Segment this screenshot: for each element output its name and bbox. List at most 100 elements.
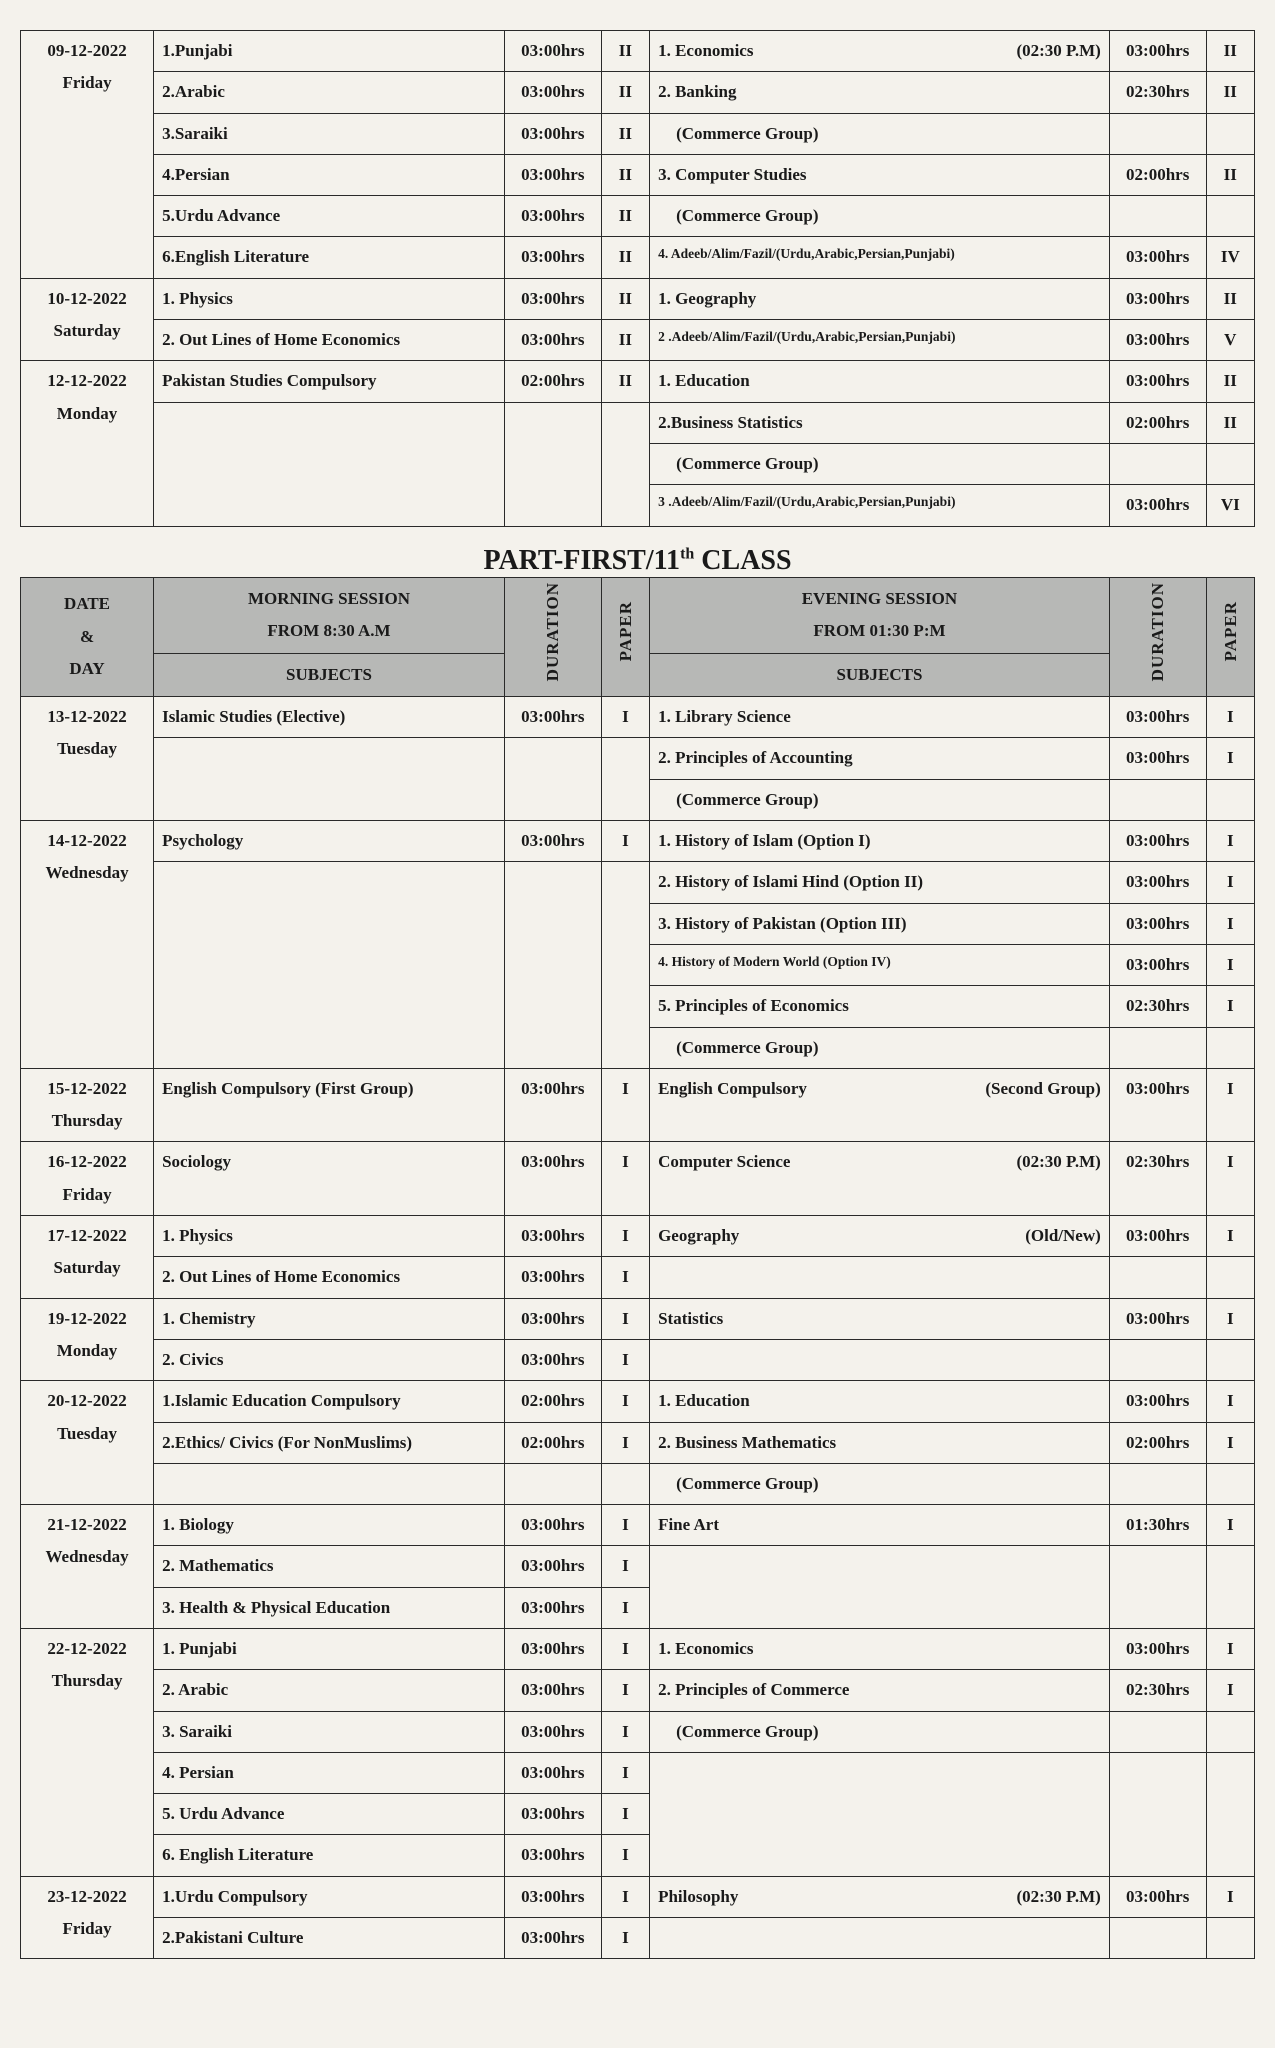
morning-subject: 5.Urdu Advance — [154, 196, 505, 237]
morning-paper: I — [601, 1876, 649, 1917]
morning-subject: 4.Persian — [154, 154, 505, 195]
morning-paper: II — [601, 320, 649, 361]
schedule-row: 17-12-2022Saturday1. Physics03:00hrsIGeo… — [21, 1216, 1255, 1257]
evening-subject: Statistics — [650, 1298, 1110, 1339]
morning-subject: Islamic Studies (Elective) — [154, 697, 505, 738]
subject-line: 2. Principles of Commerce — [658, 1674, 1101, 1706]
evening-paper: I — [1206, 1068, 1254, 1142]
morning-subject — [154, 1463, 505, 1504]
date-cell: 20-12-2022Tuesday — [21, 1381, 154, 1505]
subject-line: 2. Principles of Accounting — [658, 742, 1101, 774]
evening-subject: English Compulsory(Second Group) — [650, 1068, 1110, 1142]
morning-paper: I — [601, 1587, 649, 1628]
morning-subject: 1.Urdu Compulsory — [154, 1876, 505, 1917]
morning-subject: Pakistan Studies Compulsory — [154, 361, 505, 402]
morning-subject: Psychology — [154, 821, 505, 862]
evening-subject: Fine Art — [650, 1505, 1110, 1546]
subject-line: 2 .Adeeb/Alim/Fazil/(Urdu,Arabic,Persian… — [658, 324, 1101, 350]
morning-duration: 03:00hrs — [504, 1794, 601, 1835]
morning-paper — [601, 402, 649, 526]
morning-paper — [601, 862, 649, 1068]
schedule-row: 20-12-2022Tuesday1.Islamic Education Com… — [21, 1381, 1255, 1422]
evening-duration — [1109, 113, 1206, 154]
evening-duration: 03:00hrs — [1109, 821, 1206, 862]
subject-line: 2. Business Mathematics — [658, 1427, 1101, 1459]
morning-paper: I — [601, 1257, 649, 1298]
evening-subject: 5. Principles of Economics — [650, 986, 1110, 1027]
morning-duration: 03:00hrs — [504, 1339, 601, 1380]
schedule-row: 2. Principles of Accounting03:00hrsI — [21, 738, 1255, 779]
section-title-main: PART-FIRST/11 — [483, 545, 680, 576]
date-cell: 09-12-2022Friday — [21, 31, 154, 279]
morning-subject: 2.Pakistani Culture — [154, 1918, 505, 1959]
morning-duration: 03:00hrs — [504, 1587, 601, 1628]
evening-paper: I — [1206, 1142, 1254, 1216]
evening-subject: Computer Science(02:30 P.M) — [650, 1142, 1110, 1216]
subject-line: 1. Physics — [162, 283, 496, 315]
evening-subject: Philosophy(02:30 P.M) — [650, 1876, 1110, 1917]
morning-duration: 03:00hrs — [504, 1752, 601, 1793]
schedule-row: 12-12-2022MondayPakistan Studies Compuls… — [21, 361, 1255, 402]
date-cell: 15-12-2022Thursday — [21, 1068, 154, 1142]
evening-paper: I — [1206, 1298, 1254, 1339]
morning-subject: 4. Persian — [154, 1752, 505, 1793]
evening-subject: 1. Education — [650, 361, 1110, 402]
morning-subject: 6. English Literature — [154, 1835, 505, 1876]
evening-paper: I — [1206, 697, 1254, 738]
subject-line: Geography(Old/New) — [658, 1220, 1101, 1252]
morning-subject — [154, 402, 505, 526]
subject-line: Statistics — [658, 1303, 1101, 1335]
evening-duration — [1109, 196, 1206, 237]
subject-line: 3 .Adeeb/Alim/Fazil/(Urdu,Arabic,Persian… — [658, 489, 1101, 515]
evening-subject — [650, 1339, 1110, 1380]
evening-subject: (Commerce Group) — [650, 113, 1110, 154]
evening-paper: I — [1206, 986, 1254, 1027]
evening-subject: Geography(Old/New) — [650, 1216, 1110, 1257]
morning-subject: 1. Chemistry — [154, 1298, 505, 1339]
schedule-row: 2. Arabic03:00hrsI2. Principles of Comme… — [21, 1670, 1255, 1711]
schedule-row: 2.Pakistani Culture03:00hrsI — [21, 1918, 1255, 1959]
morning-paper: I — [601, 1794, 649, 1835]
morning-paper: II — [601, 154, 649, 195]
schedule-row: 16-12-2022FridaySociology03:00hrsIComput… — [21, 1142, 1255, 1216]
subject-line: 1.Urdu Compulsory — [162, 1881, 496, 1913]
subject-line: 6.English Literature — [162, 241, 496, 273]
subject-line: 1. Library Science — [658, 701, 1101, 733]
evening-paper: I — [1206, 1876, 1254, 1917]
morning-duration: 03:00hrs — [504, 1505, 601, 1546]
morning-subject: 3. Health & Physical Education — [154, 1587, 505, 1628]
evening-paper: II — [1206, 361, 1254, 402]
evening-duration: 03:00hrs — [1109, 1629, 1206, 1670]
evening-subject: 2. Banking — [650, 72, 1110, 113]
evening-paper: V — [1206, 320, 1254, 361]
evening-duration: 03:00hrs — [1109, 903, 1206, 944]
schedule-row: 2. Civics03:00hrsI — [21, 1339, 1255, 1380]
evening-paper: I — [1206, 1629, 1254, 1670]
morning-duration: 02:00hrs — [504, 361, 601, 402]
evening-subject: (Commerce Group) — [650, 779, 1110, 820]
evening-paper: VI — [1206, 485, 1254, 526]
evening-paper — [1206, 1752, 1254, 1876]
evening-subject: 3. Computer Studies — [650, 154, 1110, 195]
morning-subject: 5. Urdu Advance — [154, 1794, 505, 1835]
evening-duration: 02:30hrs — [1109, 1670, 1206, 1711]
morning-subject: 2. Out Lines of Home Economics — [154, 320, 505, 361]
schedule-row: 2.Arabic03:00hrsII2. Banking02:30hrsII — [21, 72, 1255, 113]
morning-paper: I — [601, 1298, 649, 1339]
morning-paper — [601, 1463, 649, 1504]
hdr-duration-e: DURATION — [1109, 577, 1206, 697]
schedule-row: 2. History of Islami Hind (Option II)03:… — [21, 862, 1255, 903]
subject-line: 2.Business Statistics — [658, 407, 1101, 439]
morning-duration: 03:00hrs — [504, 1670, 601, 1711]
morning-subject: Sociology — [154, 1142, 505, 1216]
evening-duration: 02:00hrs — [1109, 154, 1206, 195]
evening-subject — [650, 1918, 1110, 1959]
evening-duration: 03:00hrs — [1109, 1216, 1206, 1257]
morning-paper: II — [601, 278, 649, 319]
morning-subject: 1.Islamic Education Compulsory — [154, 1381, 505, 1422]
subject-line: 1. Economics(02:30 P.M) — [658, 35, 1101, 67]
date-cell: 12-12-2022Monday — [21, 361, 154, 526]
subject-line: 4. Adeeb/Alim/Fazil/(Urdu,Arabic,Persian… — [658, 241, 1101, 267]
schedule-row: 2. Out Lines of Home Economics03:00hrsI — [21, 1257, 1255, 1298]
evening-paper: II — [1206, 278, 1254, 319]
